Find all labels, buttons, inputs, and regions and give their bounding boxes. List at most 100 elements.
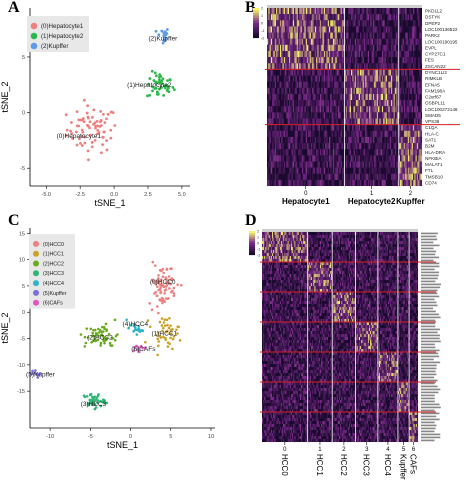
heatmap-cell bbox=[305, 301, 307, 305]
data-point bbox=[92, 403, 95, 407]
heatmap-cell bbox=[265, 289, 267, 293]
heatmap-cell bbox=[283, 391, 285, 395]
heatmap-cell bbox=[343, 50, 345, 58]
heatmap-cell bbox=[340, 87, 342, 94]
heatmap-cell bbox=[280, 391, 283, 395]
heatmap-cell bbox=[289, 244, 292, 248]
heatmap-cell bbox=[365, 173, 367, 180]
heatmap-cell bbox=[356, 69, 358, 76]
heatmap-cell bbox=[278, 256, 280, 260]
heatmap-cell bbox=[288, 283, 290, 287]
heatmap-cell bbox=[272, 322, 274, 326]
heatmap-cell bbox=[380, 118, 383, 125]
data-point bbox=[156, 344, 160, 348]
heatmap-cell bbox=[277, 349, 279, 353]
heatmap-cell bbox=[392, 87, 394, 94]
heatmap-cell bbox=[264, 364, 266, 368]
heatmap-cell bbox=[415, 149, 417, 156]
heatmap-cell bbox=[282, 87, 284, 94]
heatmap-cell bbox=[285, 316, 287, 320]
heatmap-cell bbox=[278, 81, 280, 88]
heatmap-cell bbox=[278, 376, 280, 380]
heatmap-cell bbox=[363, 106, 366, 113]
heatmap-cell bbox=[318, 63, 321, 70]
heatmap-cell bbox=[298, 93, 300, 101]
heatmap-cell bbox=[411, 26, 414, 33]
heatmap-cell bbox=[363, 81, 366, 88]
heatmap-cell bbox=[365, 38, 367, 45]
heatmap-cell bbox=[392, 136, 394, 144]
heatmap-cell bbox=[322, 38, 324, 45]
data-point bbox=[156, 92, 160, 95]
heatmap-cell bbox=[262, 370, 264, 374]
heatmap-cell bbox=[383, 50, 385, 58]
heatmap-cell bbox=[371, 38, 373, 45]
heatmap-cell bbox=[300, 69, 302, 76]
heatmap-cell bbox=[282, 235, 284, 239]
heatmap-cell bbox=[264, 292, 266, 296]
data-point bbox=[97, 393, 100, 396]
heatmap-cell bbox=[407, 112, 410, 119]
heatmap-cell bbox=[302, 247, 304, 251]
heatmap-cell bbox=[262, 277, 264, 281]
heatmap-cell bbox=[274, 8, 277, 15]
heatmap-cell bbox=[274, 331, 276, 335]
heatmap-cell bbox=[380, 38, 383, 45]
heatmap-cell bbox=[407, 63, 410, 70]
heatmap-cell bbox=[305, 250, 307, 254]
heatmap-cell bbox=[299, 355, 302, 359]
heatmap-cell bbox=[274, 38, 277, 45]
legend-entry: (1)HCC1 bbox=[43, 252, 64, 258]
heatmap-cell bbox=[349, 81, 352, 88]
heatmap-cell bbox=[269, 32, 271, 39]
x-tick-label: 0.0 bbox=[110, 192, 118, 198]
heatmap-cell bbox=[298, 259, 300, 263]
heatmap-cell bbox=[264, 409, 266, 413]
heatmap-cell bbox=[301, 373, 303, 377]
heatmap-cell bbox=[292, 20, 295, 27]
heatmap-cell bbox=[321, 26, 323, 33]
heatmap-cell bbox=[295, 50, 297, 58]
heatmap-cell bbox=[263, 274, 265, 278]
heatmap-cell bbox=[339, 20, 341, 27]
heatmap-cell bbox=[268, 409, 270, 413]
heatmap-cell bbox=[288, 298, 290, 302]
heatmap-cell bbox=[376, 26, 379, 33]
heatmap-cell bbox=[397, 81, 399, 88]
heatmap-cell bbox=[287, 331, 289, 335]
heatmap-cell bbox=[297, 331, 299, 335]
data-point bbox=[141, 329, 145, 333]
heatmap-cell bbox=[298, 274, 300, 278]
heatmap-cell bbox=[295, 370, 297, 374]
gene-label: VPS36 bbox=[425, 119, 440, 124]
heatmap-cell bbox=[356, 173, 358, 180]
heatmap-cell bbox=[405, 161, 407, 168]
heatmap-cell bbox=[310, 149, 313, 156]
heatmap-cell bbox=[406, 20, 408, 27]
heatmap-cell bbox=[288, 373, 290, 377]
heatmap-cell bbox=[298, 63, 300, 70]
heatmap-cell bbox=[361, 69, 363, 76]
heatmap-cell bbox=[276, 50, 278, 58]
heatmap-cell bbox=[305, 349, 307, 353]
heatmap-cell bbox=[378, 93, 380, 101]
heatmap-cell bbox=[309, 44, 311, 52]
color-legend-segment bbox=[253, 33, 259, 36]
heatmap-cell bbox=[299, 232, 302, 236]
heatmap-cell bbox=[303, 337, 305, 341]
heatmap-cell bbox=[295, 301, 297, 305]
heatmap-cell bbox=[263, 334, 265, 338]
gene-label: FAM198A bbox=[425, 88, 446, 93]
heatmap-cell bbox=[268, 232, 270, 236]
heatmap-cell bbox=[371, 100, 373, 107]
heatmap-cell bbox=[303, 8, 305, 15]
gene-label: LOC100272146 bbox=[425, 107, 458, 112]
heatmap-cell bbox=[285, 292, 287, 296]
heatmap-cell bbox=[263, 310, 265, 314]
heatmap-cell bbox=[372, 81, 375, 88]
heatmap-cell bbox=[272, 376, 274, 380]
heatmap-cell bbox=[299, 364, 302, 368]
heatmap-cell bbox=[309, 87, 311, 94]
heatmap-cell bbox=[305, 112, 308, 119]
heatmap-cell bbox=[341, 57, 344, 64]
